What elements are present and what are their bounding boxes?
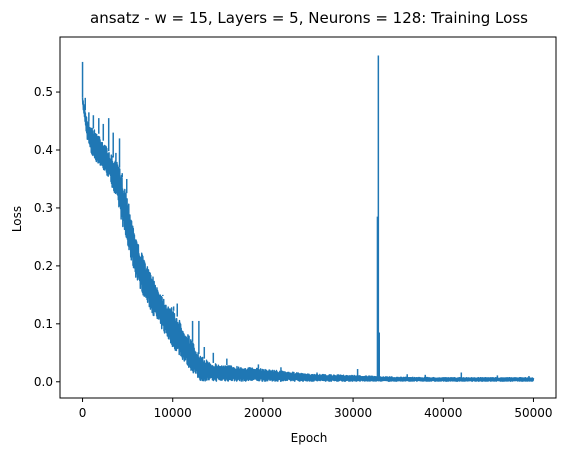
x-tick-label: 50000 (514, 406, 552, 420)
y-axis-ticks: 0.0 0.1 0.2 0.3 0.4 0.5 (34, 85, 60, 389)
x-tick-label: 20000 (244, 406, 282, 420)
y-tick-label: 0.4 (34, 143, 53, 157)
axes-frame (59, 36, 557, 399)
x-tick-label: 0 (79, 406, 87, 420)
x-tick-label: 30000 (334, 406, 372, 420)
y-tick-label: 0.5 (34, 85, 53, 99)
chart-title: ansatz - w = 15, Layers = 5, Neurons = 1… (90, 9, 528, 27)
y-tick-label: 0.3 (34, 201, 53, 215)
x-tick-label: 40000 (424, 406, 462, 420)
y-tick-label: 0.0 (34, 375, 53, 389)
plot-area (81, 55, 535, 382)
y-tick-label: 0.1 (34, 317, 53, 331)
y-tick-label: 0.2 (34, 259, 53, 273)
loss-series-line (81, 97, 535, 382)
x-axis-label: Epoch (291, 431, 328, 445)
x-axis-ticks: 0 10000 20000 30000 40000 50000 (79, 398, 553, 420)
y-axis-label: Loss (10, 206, 24, 232)
x-tick-label: 10000 (154, 406, 192, 420)
